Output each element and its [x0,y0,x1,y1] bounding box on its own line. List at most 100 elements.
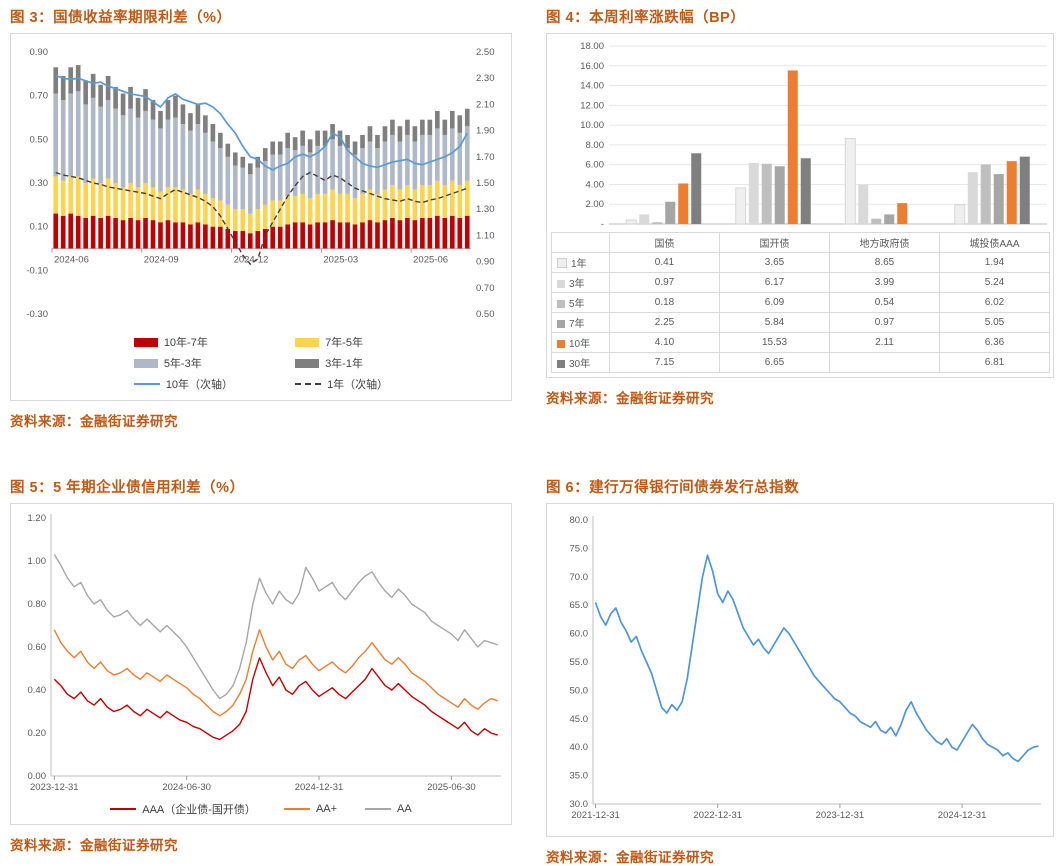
svg-text:0.40: 0.40 [28,685,47,696]
fig6-chart-area: 30.0 35.0 40.0 45.0 50.0 55.0 60.0 65.0 70.0 75.0… [546,503,1054,837]
table-row-header: 7年 [551,312,610,333]
table-value-cell: 0.97 [829,312,940,333]
svg-text:2025-06-30: 2025-06-30 [427,782,476,793]
table-row: 10年 4.10 15.53 2.11 6.36 [551,332,1050,353]
legend-item: AA [365,801,412,817]
table-col-header: 国债 [609,232,720,253]
fig6-plot: 30.0 35.0 40.0 45.0 50.0 55.0 60.0 65.0 70.0 75.0… [570,515,1041,821]
legend-item: 3年-1年 [295,355,388,371]
legend-item: 10年（次轴） [133,376,233,392]
table-row: 3年 0.97 6.17 3.99 5.24 [551,272,1050,293]
table-row: 1年 0.41 3.65 8.65 1.94 [551,252,1050,273]
svg-text:2.50: 2.50 [476,47,495,58]
svg-text:14.00: 14.00 [580,81,604,92]
fig3-title: 图 3：国债收益率期限利差（%） [10,10,232,26]
fig3-legend: 10年-7年 7年-5年 5年-3年 3年-1年 10年（次轴） 1年（次轴） [133,334,388,392]
table-value-cell: 6.09 [719,292,830,313]
svg-text:0.80: 0.80 [28,599,47,610]
legend-item: AAA（企业债-国开债） [110,801,256,817]
svg-text:2024-09: 2024-09 [144,255,179,266]
legend-label: AAA（企业债-国开债） [142,804,256,816]
fig3-source: 资料来源：金融街证券研究 [10,414,178,429]
series-marker-icon [557,300,565,308]
legend-label: 7年-5年 [325,337,363,349]
svg-text:0.90: 0.90 [30,47,49,58]
table-col-header: 地方政府债 [829,232,940,253]
legend-swatch [365,808,392,810]
svg-text:80.0: 80.0 [570,515,589,526]
svg-text:2023-12-31: 2023-12-31 [816,810,865,821]
table-value-cell: 2.25 [609,312,720,333]
legend-label: 10年-7年 [163,337,208,349]
table-value-cell: 6.17 [719,272,830,293]
svg-text:0.20: 0.20 [28,728,47,739]
table-value-cell: 0.18 [609,292,720,313]
legend-item: 7年-5年 [295,334,388,350]
fig3-chart-area: 0.90 0.70 0.50 0.30 0.10 -0.10 -0.30 2.50 2.30 2.… [10,33,512,401]
svg-text:18.00: 18.00 [580,41,604,52]
svg-text:2024-06: 2024-06 [54,255,89,266]
table-value-cell: 3.99 [829,272,940,293]
panel-fig4: 图 4：本周利率涨跌幅（BP） - 2.00 4.00 6.00 8.00 10.00 12… [546,6,1054,430]
fig4-data-table: 国债 国开债 地方政府债 城投债AAA 1年 0.41 3.65 8.65 1.94 3年 0.97… [551,232,1050,373]
svg-text:-0.10: -0.10 [26,265,48,276]
series-marker-icon [557,360,565,368]
svg-text:0.50: 0.50 [30,134,49,145]
table-value-cell: 0.97 [609,272,720,293]
legend-swatch [110,808,137,810]
table-value-cell: 5.24 [939,272,1050,293]
legend-label: 3年-1年 [325,358,363,370]
fig6-source: 资料来源：金融街证券研究 [546,850,714,865]
legend-item: 5年-3年 [133,355,233,371]
table-row-header: 3年 [551,272,610,293]
legend-swatch [133,383,160,385]
table-row-header: 1年 [551,252,610,273]
fig4-plot: - 2.00 4.00 6.00 8.00 10.00 12.00 14.00 16.00 18.… [580,41,1047,230]
svg-text:0.60: 0.60 [28,642,47,653]
svg-text:2022-12-31: 2022-12-31 [693,810,742,821]
legend-label: AA+ [315,803,338,815]
panel-fig3: 图 3：国债收益率期限利差（%） 0.90 0.70 0.50 0.30 0.10 -0.… [10,6,512,430]
legend-label: 5年-3年 [163,358,202,370]
fig5-plot: 0.00 0.20 0.40 0.60 0.80 1.00 1.20 2023-12-31 20… [28,513,501,793]
table-corner-cell [551,232,610,253]
table-value-cell: 0.41 [609,252,720,273]
svg-text:1.00: 1.00 [28,556,47,567]
svg-text:40.0: 40.0 [570,742,589,753]
legend-swatch [133,358,158,368]
svg-text:45.0: 45.0 [570,714,589,725]
svg-text:75.0: 75.0 [570,543,589,554]
svg-text:30.0: 30.0 [570,799,589,810]
table-row-header: 5年 [551,292,610,313]
table-value-cell [829,352,940,373]
svg-text:0.30: 0.30 [30,178,49,189]
fig4-chart-area: - 2.00 4.00 6.00 8.00 10.00 12.00 14.00 16.00 18.… [546,33,1054,378]
svg-text:1.10: 1.10 [476,230,495,241]
table-value-cell: 1.94 [939,252,1050,273]
legend-label: AA [397,803,412,815]
table-row: 30年 7.15 6.65 6.81 [551,352,1050,373]
table-value-cell: 8.65 [829,252,940,273]
table-value-cell: 6.65 [719,352,830,373]
svg-text:1.30: 1.30 [476,204,495,215]
svg-text:2.00: 2.00 [586,199,605,210]
svg-text:2024-06-30: 2024-06-30 [162,782,211,793]
table-col-header: 国开债 [719,232,830,253]
table-value-cell: 0.54 [829,292,940,313]
svg-text:60.0: 60.0 [570,629,589,640]
table-value-cell: 6.81 [939,352,1050,373]
svg-text:2024-12-31: 2024-12-31 [295,782,344,793]
table-row: 5年 0.18 6.09 0.54 6.02 [551,292,1050,313]
legend-item: 10年-7年 [133,334,233,350]
svg-text:1.90: 1.90 [476,126,495,137]
legend-swatch [295,358,320,368]
legend-item: 1年（次轴） [295,376,388,392]
series-marker-icon [557,280,565,288]
svg-text:1.70: 1.70 [476,152,495,163]
svg-text:2024-12-31: 2024-12-31 [938,810,987,821]
fig5-title: 图 5：5 年期企业债信用利差（%） [10,480,245,496]
svg-text:2024-12: 2024-12 [234,255,269,266]
series-marker-icon [557,258,567,268]
svg-text:2.30: 2.30 [476,73,495,84]
